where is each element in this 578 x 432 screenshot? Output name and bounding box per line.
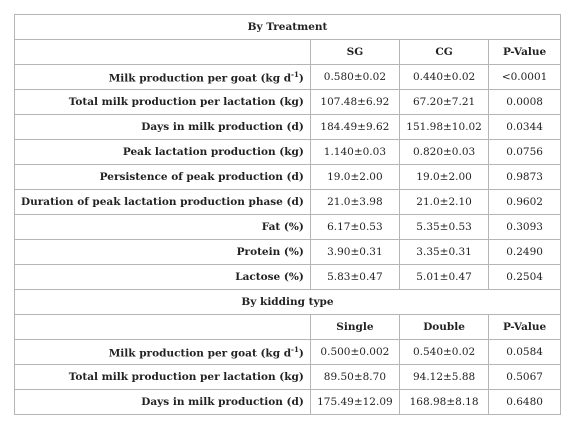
value-cell: 151.98±10.02 <box>398 114 490 140</box>
value-cell: 175.49±12.09 <box>309 389 400 415</box>
value-cell: <0.0001 <box>488 64 561 90</box>
row-label: Days in milk production (d) <box>14 389 311 415</box>
data-row: Milk production per goat (kg d-1) 0.580±0… <box>14 64 561 90</box>
label-superscript: -1 <box>291 344 299 354</box>
data-row: Duration of peak lactation production ph… <box>14 189 561 215</box>
table-body: By Treatment SG CG P-Value Milk production p… <box>14 14 561 415</box>
header-blank <box>14 39 311 65</box>
value-cell: 0.2504 <box>488 264 561 290</box>
value-cell: 19.0±2.00 <box>309 164 400 190</box>
value-cell: 0.820±0.03 <box>398 139 490 165</box>
row-label: Persistence of peak production (d) <box>14 164 311 190</box>
data-row: Persistence of peak production (d) 19.0±2… <box>14 164 561 190</box>
row-label: Milk production per goat (kg d-1) <box>14 64 311 90</box>
value-cell: 0.440±0.02 <box>398 64 490 90</box>
section-title: By kidding type <box>14 289 561 315</box>
row-label: Peak lactation production (kg) <box>14 139 311 165</box>
results-table: By Treatment SG CG P-Value Milk production p… <box>14 14 561 415</box>
label-end: ) <box>298 72 304 85</box>
row-label: Total milk production per lactation (kg) <box>14 364 311 390</box>
label-text: Milk production per goat (kg d <box>108 72 292 85</box>
row-label: Total milk production per lactation (kg) <box>14 89 311 115</box>
value-cell: 0.2490 <box>488 239 561 265</box>
value-cell: 21.0±3.98 <box>309 189 400 215</box>
value-cell: 0.5067 <box>488 364 561 390</box>
value-cell: 0.540±0.02 <box>398 339 490 365</box>
data-row: Peak lactation production (kg) 1.140±0.03… <box>14 139 561 165</box>
section-row: By kidding type <box>14 289 561 315</box>
data-row: Days in milk production (d) 184.49±9.62 15… <box>14 114 561 140</box>
value-cell: 1.140±0.03 <box>309 139 400 165</box>
value-cell: 0.9602 <box>488 189 561 215</box>
label-text: Lactose (%) <box>235 271 304 283</box>
data-row: Milk production per goat (kg d-1) 0.500±0… <box>14 339 561 365</box>
label-text: Total milk production per lactation (kg) <box>68 371 304 383</box>
value-cell: 0.580±0.02 <box>309 64 400 90</box>
data-row: Lactose (%) 5.83±0.47 5.01±0.47 0.2504 <box>14 264 561 290</box>
value-cell: 184.49±9.62 <box>309 114 400 140</box>
value-cell: 107.48±6.92 <box>309 89 400 115</box>
row-label: Fat (%) <box>14 214 311 240</box>
value-cell: 89.50±8.70 <box>309 364 400 390</box>
label-superscript: -1 <box>291 69 299 79</box>
row-label: Days in milk production (d) <box>14 114 311 140</box>
label-text: Days in milk production (d) <box>141 121 304 133</box>
value-cell: 67.20±7.21 <box>398 89 490 115</box>
value-cell: 3.90±0.31 <box>309 239 400 265</box>
label-text: Persistence of peak production (d) <box>99 171 304 183</box>
header-row: SG CG P-Value <box>14 39 561 65</box>
value-cell: 0.0344 <box>488 114 561 140</box>
value-cell: 5.35±0.53 <box>398 214 490 240</box>
data-row: Total milk production per lactation (kg)… <box>14 89 561 115</box>
label-text: Duration of peak lactation production ph… <box>21 196 304 208</box>
label-end: ) <box>298 347 304 360</box>
value-cell: 5.83±0.47 <box>309 264 400 290</box>
section-title: By Treatment <box>14 14 561 40</box>
column-header: Single <box>309 314 400 340</box>
value-cell: 0.6480 <box>488 389 561 415</box>
value-cell: 94.12±5.88 <box>398 364 490 390</box>
label-text: Days in milk production (d) <box>141 396 304 408</box>
column-header: P-Value <box>488 314 561 340</box>
value-cell: 0.0756 <box>488 139 561 165</box>
value-cell: 21.0±2.10 <box>398 189 490 215</box>
data-row: Total milk production per lactation (kg)… <box>14 364 561 390</box>
header-blank <box>14 314 311 340</box>
column-header: SG <box>309 39 400 65</box>
data-row: Fat (%) 6.17±0.53 5.35±0.53 0.3093 <box>14 214 561 240</box>
value-cell: 0.9873 <box>488 164 561 190</box>
label-text: Milk production per goat (kg d <box>108 347 292 360</box>
row-label: Duration of peak lactation production ph… <box>14 189 311 215</box>
value-cell: 0.3093 <box>488 214 561 240</box>
value-cell: 5.01±0.47 <box>398 264 490 290</box>
section-row: By Treatment <box>14 14 561 40</box>
label-text: Fat (%) <box>261 221 304 233</box>
value-cell: 19.0±2.00 <box>398 164 490 190</box>
value-cell: 6.17±0.53 <box>309 214 400 240</box>
column-header: Double <box>398 314 490 340</box>
value-cell: 0.0008 <box>488 89 561 115</box>
value-cell: 168.98±8.18 <box>398 389 490 415</box>
value-cell: 0.500±0.002 <box>309 339 400 365</box>
column-header: P-Value <box>488 39 561 65</box>
row-label: Lactose (%) <box>14 264 311 290</box>
data-row: Protein (%) 3.90±0.31 3.35±0.31 0.2490 <box>14 239 561 265</box>
column-header: CG <box>398 39 490 65</box>
value-cell: 0.0584 <box>488 339 561 365</box>
value-cell: 3.35±0.31 <box>398 239 490 265</box>
row-label: Milk production per goat (kg d-1) <box>14 339 311 365</box>
header-row: Single Double P-Value <box>14 314 561 340</box>
data-row: Days in milk production (d) 175.49±12.09 1… <box>14 389 561 415</box>
row-label: Protein (%) <box>14 239 311 265</box>
label-text: Protein (%) <box>236 246 304 258</box>
label-text: Peak lactation production (kg) <box>122 146 304 158</box>
label-text: Total milk production per lactation (kg) <box>68 96 304 108</box>
